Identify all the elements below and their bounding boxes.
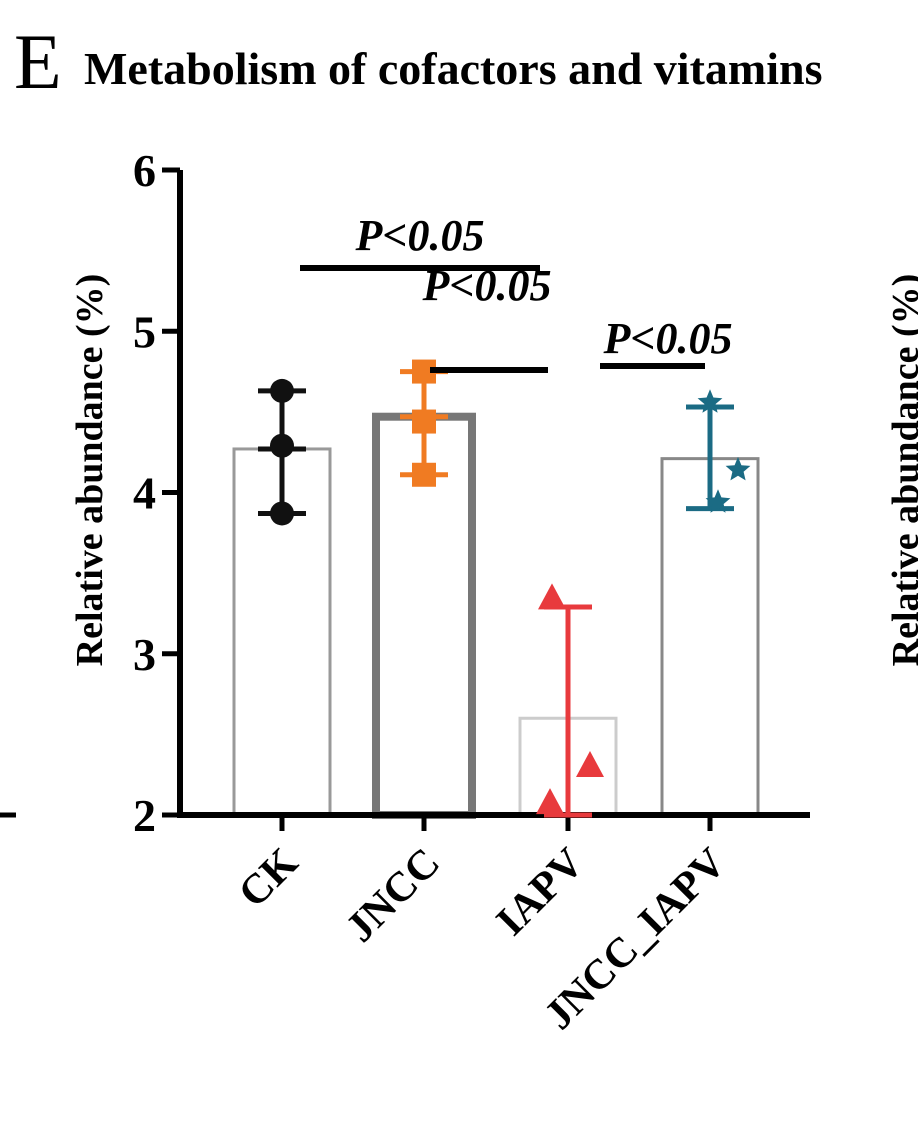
x-tick-label-iapv: IAPV bbox=[488, 840, 593, 945]
point-ck-2 bbox=[270, 433, 294, 458]
y-tick-label-4: 4 bbox=[133, 468, 156, 519]
point-ck-3 bbox=[270, 501, 294, 526]
point-jncc-2 bbox=[412, 409, 436, 434]
panel-letter: E bbox=[14, 18, 62, 105]
point-jncc-iapv-3 bbox=[705, 489, 731, 513]
y-tick-label-5: 5 bbox=[133, 306, 156, 357]
chart-title: Metabolism of cofactors and vitamins bbox=[84, 43, 822, 94]
point-iapv-3 bbox=[536, 788, 564, 815]
significance-label-3: P<0.05 bbox=[603, 314, 733, 363]
point-iapv-2 bbox=[576, 751, 604, 778]
point-jncc-iapv-2 bbox=[725, 456, 751, 481]
y-tick-label-2: 2 bbox=[133, 790, 156, 841]
bar-jncc-iapv bbox=[660, 457, 760, 817]
point-jncc-3 bbox=[412, 462, 436, 487]
y-tick-label-3: 3 bbox=[133, 629, 156, 680]
y-axis-label: Relative abundance (%) bbox=[69, 274, 111, 667]
significance-label-1: P<0.05 bbox=[355, 211, 485, 260]
neighbor-y-axis-label: Relative abundance (%) bbox=[885, 274, 918, 667]
significance-label-2: P<0.05 bbox=[422, 261, 552, 310]
x-tick-label-jncc: JNCC bbox=[337, 840, 449, 952]
y-tick-label-6: 6 bbox=[133, 145, 156, 196]
point-jncc-iapv-1 bbox=[697, 389, 723, 413]
x-tick-label-ck: CK bbox=[230, 839, 307, 916]
point-ck-1 bbox=[270, 378, 294, 403]
point-iapv-1 bbox=[538, 583, 566, 610]
